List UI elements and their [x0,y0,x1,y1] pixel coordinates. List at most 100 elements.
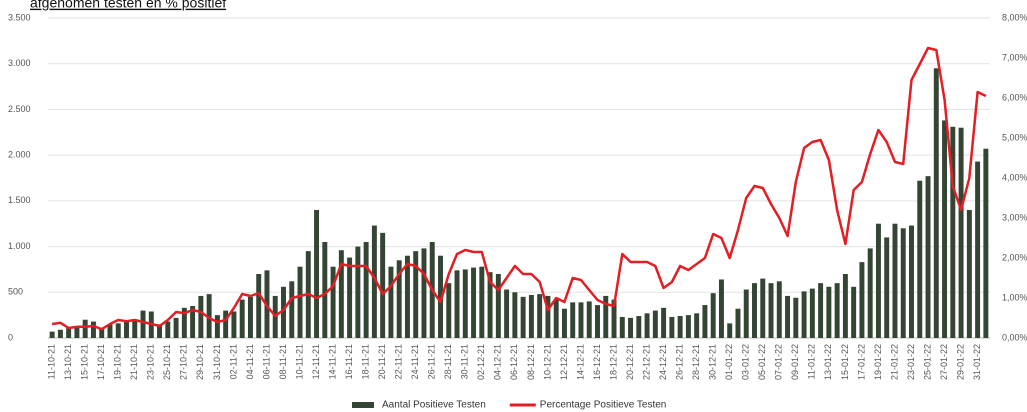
x-tick-label: 24-11-21 [410,344,420,379]
bar [57,329,63,338]
bar [636,316,642,338]
chart-title: afgenomen testen en % positief [30,0,226,11]
bar [99,327,105,338]
x-tick-label: 27-01-22 [939,344,949,380]
y2-tick-label: 7,00% [1002,52,1027,62]
y-tick-label: 3.500 [8,12,31,22]
y2-tick-label: 4,00% [1002,172,1027,182]
bar [884,237,890,338]
bar [371,225,377,338]
bar [611,299,617,338]
bar [727,323,733,338]
x-tick-label: 25-01-22 [922,344,932,380]
bar [223,310,229,338]
bar [355,246,361,338]
bar [545,295,551,338]
bar [909,225,914,338]
x-tick-label: 18-12-21 [608,344,618,380]
bar [512,292,518,338]
x-tick-label: 22-11-21 [394,344,404,379]
bar [892,223,898,338]
x-tick-label: 10-11-21 [294,344,304,379]
bar [173,317,179,338]
bar [842,274,848,338]
bar [776,281,782,338]
bar [338,250,344,338]
bar [859,262,865,338]
x-tick-label: 05-01-22 [757,344,767,380]
x-tick-label: 15-10-21 [80,344,90,380]
x-tick-label: 20-11-21 [377,344,387,379]
bar [710,293,716,338]
bar [314,210,320,338]
x-tick-label: 17-01-22 [856,344,866,380]
bar [537,294,543,338]
bar [363,242,369,338]
x-tick-label: 19-10-21 [113,344,123,380]
y-tick-label: 1.000 [8,241,31,251]
bar [74,326,80,338]
x-tick-label: 14-12-21 [575,344,585,380]
y2-tick-label: 0,00% [1002,332,1027,342]
bar [247,296,253,338]
bar [875,223,881,338]
bar [115,323,121,338]
bar [570,302,576,338]
legend-label: Percentage Positieve Testen [540,400,667,411]
bar [322,242,328,338]
bar [297,266,303,338]
bar [826,286,832,338]
bar [396,260,402,338]
percentage-line [51,46,987,331]
y2-tick-label: 5,00% [1002,132,1027,142]
bar [504,289,510,338]
x-tick-label: 09-01-22 [790,344,800,380]
x-tick-label: 29-01-22 [955,344,965,380]
bar [140,310,146,338]
y-tick-label: 0 [8,332,13,342]
y2-tick-label: 1,00% [1002,292,1027,302]
bar [760,278,766,338]
bar [694,313,700,338]
bar [66,327,72,338]
bar [471,267,477,338]
bar [752,283,757,338]
bar [495,274,501,338]
bar [743,289,749,338]
y-tick-label: 500 [8,287,23,297]
x-tick-label: 17-10-21 [96,344,106,380]
bar [479,266,485,338]
bar [214,315,220,338]
x-tick-label: 08-11-21 [278,344,288,379]
bar [239,299,245,338]
x-tick-label: 28-11-21 [443,344,453,379]
bar [983,148,989,338]
bar [561,308,567,338]
bar [289,281,295,338]
bar [933,68,939,339]
x-tick-label: 22-12-21 [641,344,651,380]
x-tick-label: 16-11-21 [344,344,354,379]
bar [82,319,88,338]
x-tick-label: 08-12-21 [526,344,536,380]
bar [768,283,774,338]
bar [553,299,559,338]
x-tick-label: 15-01-22 [840,344,850,380]
bar [107,324,113,338]
x-tick-label: 19-01-22 [873,344,883,380]
bar [454,270,460,338]
x-tick-label: 23-10-21 [146,344,156,380]
legend-label: Aantal Positieve Testen [382,400,486,411]
bar [702,305,708,338]
bar [181,307,187,338]
bar [595,305,600,338]
bar [124,321,129,338]
x-tick-label: 13-10-21 [63,344,73,380]
bar [380,232,386,338]
x-tick-label: 24-12-21 [658,344,668,380]
bar [917,180,923,338]
bar [793,297,799,338]
x-tick-label: 06-11-21 [261,344,271,379]
bar [388,266,394,338]
bar [785,295,791,338]
